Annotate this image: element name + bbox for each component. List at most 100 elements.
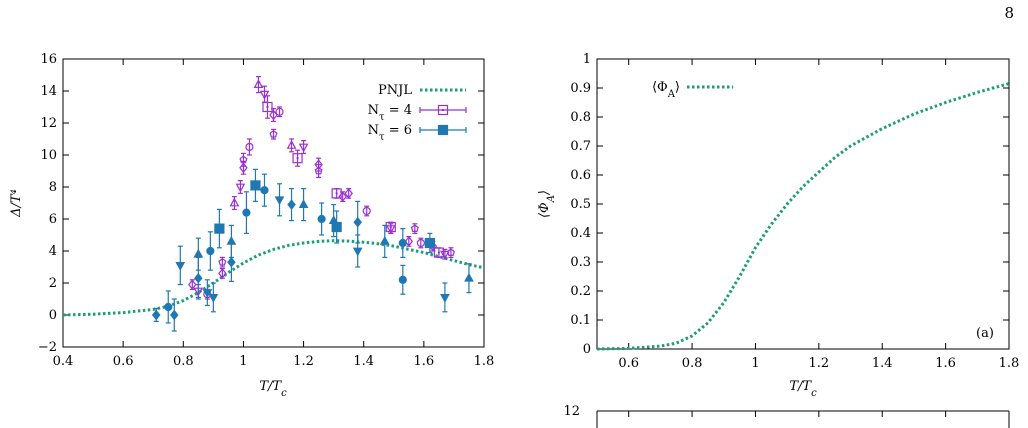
- pnjl-line: [63, 239, 484, 317]
- nt4-point: [385, 225, 396, 235]
- nt6-point: [352, 247, 363, 257]
- nt6-point: [379, 235, 390, 245]
- x-tick-label: 0.6: [618, 356, 639, 371]
- y-tick-label: 0.3: [570, 255, 591, 270]
- nt6-point: [202, 289, 213, 299]
- nt4-point-dot: [437, 251, 440, 254]
- nt4-point: [269, 129, 278, 138]
- left-chart-frame: [62, 58, 485, 348]
- right-panel-label: (a): [976, 326, 994, 341]
- y-tick-label: 6: [49, 212, 57, 227]
- right-y-axis-label: ⟨ΦA⟩: [537, 190, 557, 218]
- left-y-axis-label: Δ/T⁴: [9, 189, 24, 218]
- y-tick-label: 14: [40, 84, 57, 99]
- nt4-point: [262, 101, 273, 113]
- x-tick-label: 1.8: [999, 356, 1020, 371]
- nt6-point: [317, 214, 326, 224]
- nt4-point: [239, 162, 248, 174]
- x-tick-label: 1.8: [474, 354, 495, 369]
- y-tick-label: 12: [40, 116, 57, 131]
- nt6-point: [398, 275, 407, 284]
- page-number: 8: [1004, 4, 1014, 22]
- legend-marker-2: [437, 124, 449, 136]
- nt4-point: [218, 268, 227, 279]
- nt4-point: [404, 236, 414, 247]
- nt4-point: [338, 191, 347, 202]
- right-chart: 0.6 0.8 1 1.2 1.4 1.6 1.8 00.10.20.30.40.50.60…: [537, 52, 1019, 399]
- right-y-ticks: 0 0.1 0.2 0.3 0.4 0.5 0.6 0.7 0.8 0.9 1: [570, 52, 1009, 357]
- legend-label-1: Nτ = 4: [368, 103, 412, 123]
- y-tick-label: 0.1: [570, 313, 591, 328]
- nt6-point: [214, 223, 225, 234]
- nt4-point: [416, 238, 425, 248]
- x-tick-label: 1.6: [935, 356, 956, 371]
- nt4-point: [362, 206, 371, 216]
- legend-marker-1: [437, 104, 449, 116]
- y-tick-label: −2: [38, 340, 57, 355]
- nt4-point: [253, 79, 264, 89]
- nt6-point: [424, 237, 435, 249]
- nt6-point: [206, 246, 215, 256]
- bottom-chart-partial: 12: [563, 404, 1010, 428]
- nt4-point-dot: [266, 106, 269, 108]
- y-tick-label: 10: [40, 148, 57, 163]
- y-tick-label: 0.6: [570, 168, 591, 183]
- x-tick-label: 1.6: [414, 354, 435, 369]
- nt6-point: [208, 294, 219, 303]
- nt6-point: [331, 221, 342, 233]
- nt4-point: [286, 139, 297, 149]
- left-series-layer: [63, 75, 484, 332]
- x-tick-label: 1.2: [293, 354, 314, 369]
- nt4-point: [440, 250, 450, 260]
- nt4-point: [218, 257, 227, 266]
- y-tick-label: 0.8: [570, 110, 591, 125]
- left-x-axis-label: T/Tc: [259, 379, 287, 399]
- right-x-axis-label: T/Tc: [789, 379, 817, 399]
- nt6-point: [242, 208, 251, 217]
- nt4-point: [292, 153, 303, 164]
- nt6-point: [194, 272, 203, 284]
- left-y-ticks: −2 0 2 4 6 8 10 12 14 16: [38, 52, 484, 355]
- nt4-point: [433, 247, 444, 258]
- nt4-point: [275, 107, 284, 116]
- y-tick-label: 0.2: [570, 284, 591, 299]
- nt6-point: [227, 256, 236, 268]
- y-tick-label: 0.9: [570, 81, 591, 96]
- nt4-point: [446, 248, 456, 256]
- x-tick-label: 1: [239, 354, 247, 369]
- nt4-point-dot: [335, 192, 338, 195]
- nt6-point: [464, 272, 474, 282]
- nt4-point: [235, 183, 246, 193]
- x-tick-label: 0.4: [53, 354, 74, 369]
- y-tick-label: 0: [583, 342, 591, 357]
- y-tick-label: 16: [40, 52, 57, 67]
- x-tick-label: 0.6: [113, 354, 134, 369]
- nt6-point: [440, 294, 450, 303]
- right-legend: ⟨ΦA⟩: [652, 80, 733, 100]
- bottom-chart-ticks: [597, 410, 1010, 417]
- nt4-point: [314, 166, 323, 175]
- nt6-point: [175, 262, 186, 271]
- nt6-point: [169, 309, 179, 321]
- y-tick-label: 0: [49, 308, 57, 323]
- legend-phi-label: ⟨ΦA⟩: [652, 80, 680, 100]
- nt4-point: [259, 90, 270, 100]
- y-tick-label: 8: [49, 180, 57, 195]
- nt4-point: [188, 279, 197, 290]
- legend-label-2: Nτ = 6: [368, 123, 412, 143]
- x-tick-label: 0.8: [682, 356, 703, 371]
- nt6-point: [274, 196, 285, 206]
- nt6-point: [353, 216, 362, 228]
- x-tick-label: 1.4: [353, 354, 374, 369]
- left-x-ticks: 0.4 0.6 0.8 1 1.2 1.4 1.6 1.8: [53, 59, 495, 369]
- y-tick-label: 4: [49, 244, 57, 259]
- nt4-point: [245, 142, 254, 152]
- legend-label-0: PNJL: [378, 83, 412, 98]
- x-tick-label: 1: [751, 356, 759, 371]
- y-tick-label: 0.4: [570, 226, 591, 241]
- nt4-point: [344, 188, 353, 199]
- nt4-point: [410, 224, 419, 232]
- nt6-point: [250, 180, 261, 191]
- nt6-point: [287, 199, 296, 210]
